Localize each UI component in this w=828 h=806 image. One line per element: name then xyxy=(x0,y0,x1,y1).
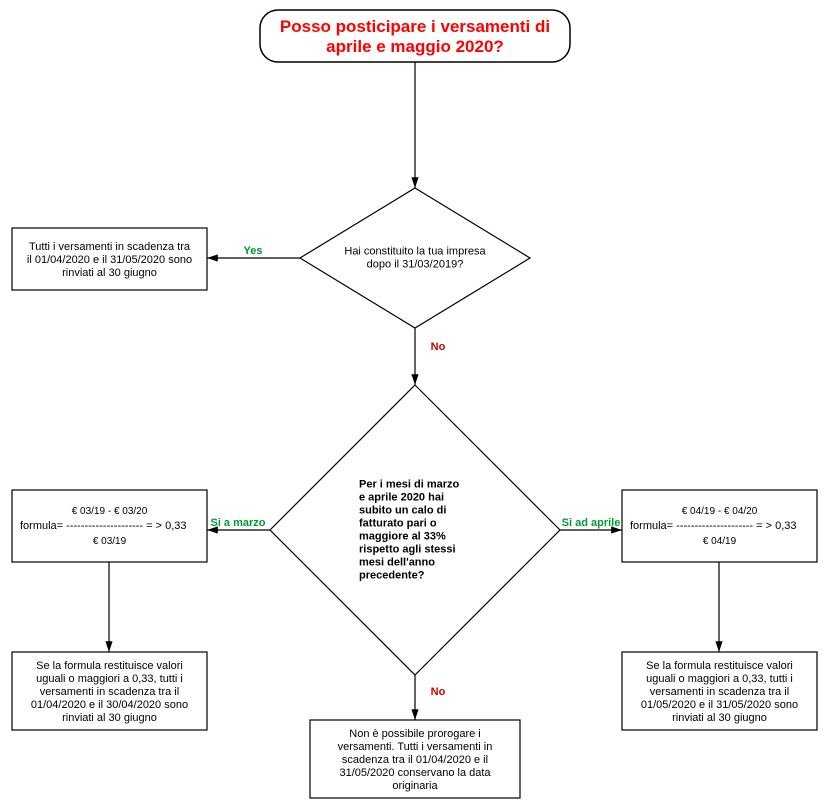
edge-label: Yes xyxy=(244,245,263,257)
formula-row: formula= --------------------- = > 0,33 xyxy=(630,520,797,532)
edge-label: No xyxy=(431,341,446,353)
edge-label: Si a marzo xyxy=(210,517,265,529)
formula-numerator: € 03/19 - € 03/20 xyxy=(72,506,148,517)
formula-numerator: € 04/19 - € 04/20 xyxy=(682,506,758,517)
formula-row: formula= --------------------- = > 0,33 xyxy=(20,520,187,532)
flowchart-canvas: YesNoSi a marzoSi ad aprileNoPosso posti… xyxy=(0,0,828,806)
edge-label: No xyxy=(431,686,446,698)
edge-label: Si ad aprile xyxy=(562,517,621,529)
formula-denominator: € 04/19 xyxy=(703,536,737,547)
formula-denominator: € 03/19 xyxy=(93,536,127,547)
